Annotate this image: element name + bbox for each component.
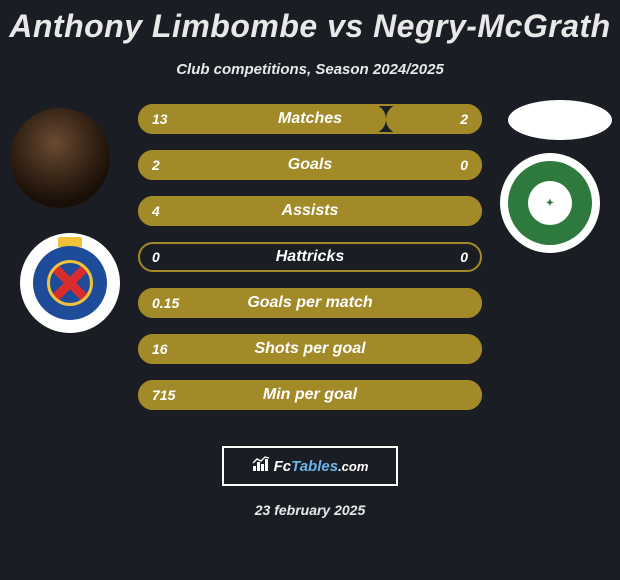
stat-value-right: 2 bbox=[460, 111, 468, 127]
stat-row: Min per goal715 bbox=[138, 380, 482, 410]
stat-row: Goals per match0.15 bbox=[138, 288, 482, 318]
stat-row: Hattricks0 0 bbox=[138, 242, 482, 272]
chart-icon bbox=[252, 456, 270, 476]
stat-value-left: 16 bbox=[152, 341, 168, 357]
stat-bars: Matches132Goals20Assists4Hattricks00Goal… bbox=[138, 104, 482, 426]
stat-value-right: 0 bbox=[460, 249, 468, 265]
stat-label: Matches bbox=[138, 110, 482, 128]
stat-label: Assists bbox=[138, 202, 482, 220]
page-title: Anthony Limbombe vs Negry-McGrath bbox=[0, 0, 620, 45]
player-left-avatar bbox=[10, 108, 110, 208]
stat-label: Goals per match bbox=[138, 294, 482, 312]
stat-value-left: 0 bbox=[152, 249, 160, 265]
stat-label: Shots per goal bbox=[138, 340, 482, 358]
stat-label: Goals bbox=[138, 156, 482, 174]
stat-row: Shots per goal16 bbox=[138, 334, 482, 364]
stat-value-left: 0.15 bbox=[152, 295, 179, 311]
stat-value-left: 715 bbox=[152, 387, 175, 403]
club-left-crest bbox=[20, 233, 120, 333]
player-right-avatar bbox=[508, 100, 612, 140]
stat-value-left: 2 bbox=[152, 157, 160, 173]
brand-fc: Fc bbox=[274, 458, 292, 475]
brand-box: FcTables.com bbox=[222, 446, 398, 486]
footer-date: 23 february 2025 bbox=[0, 502, 620, 518]
brand-tables: Tables bbox=[291, 458, 338, 475]
club-right-crest: ✦ bbox=[500, 153, 600, 253]
stat-row: Matches13 2 bbox=[138, 104, 482, 134]
stat-row: Goals2 0 bbox=[138, 150, 482, 180]
stat-value-right: 0 bbox=[460, 157, 468, 173]
stat-label: Min per goal bbox=[138, 386, 482, 404]
stat-value-left: 13 bbox=[152, 111, 168, 127]
stat-row: Assists4 bbox=[138, 196, 482, 226]
page-subtitle: Club competitions, Season 2024/2025 bbox=[0, 61, 620, 78]
stat-value-left: 4 bbox=[152, 203, 160, 219]
comparison-panel: ✦ Matches132Goals20Assists4Hattricks00Go… bbox=[0, 98, 620, 438]
brand-com: .com bbox=[338, 459, 368, 474]
stat-label: Hattricks bbox=[138, 248, 482, 266]
